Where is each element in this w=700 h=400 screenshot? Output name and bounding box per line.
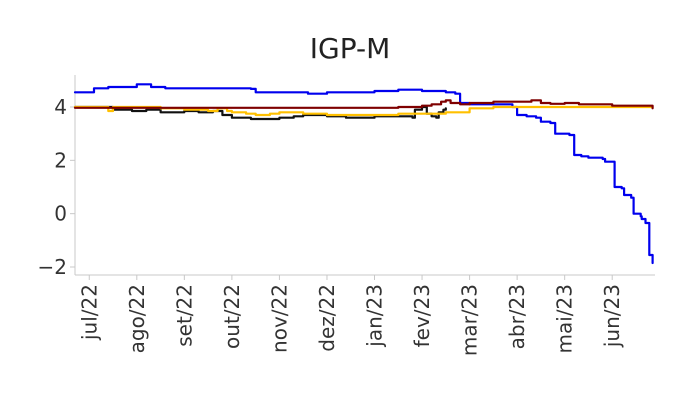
chart-title: IGP-M — [310, 32, 391, 65]
x-ticks: jul/22 ago/22 set/22 out/22 nov/22 dez/22 jan/… — [77, 275, 624, 356]
y-tick-label: 4 — [54, 95, 67, 119]
y-tick-label: −2 — [38, 255, 67, 279]
x-tick-label: set/22 — [172, 284, 196, 347]
series-line-darkred — [73, 99, 654, 110]
x-tick-label: jun/23 — [600, 284, 624, 348]
x-tick-label: jan/23 — [363, 284, 387, 348]
x-tick-label: mai/23 — [553, 284, 577, 353]
series-line-blue — [73, 83, 654, 265]
x-tick-label: jul/22 — [77, 284, 101, 341]
x-tick-label: nov/22 — [267, 284, 291, 353]
plot-series — [73, 83, 654, 265]
x-tick-label: dez/22 — [315, 284, 339, 352]
x-tick-label: abr/23 — [505, 284, 529, 349]
x-tick-label: ago/22 — [125, 284, 149, 353]
x-tick-label: out/22 — [220, 284, 244, 349]
x-tick-label: fev/23 — [410, 284, 434, 347]
y-ticks: −2 0 2 4 — [38, 95, 75, 279]
y-tick-label: 2 — [54, 148, 67, 172]
x-tick-label: mar/23 — [458, 284, 482, 356]
y-tick-label: 0 — [54, 202, 67, 226]
